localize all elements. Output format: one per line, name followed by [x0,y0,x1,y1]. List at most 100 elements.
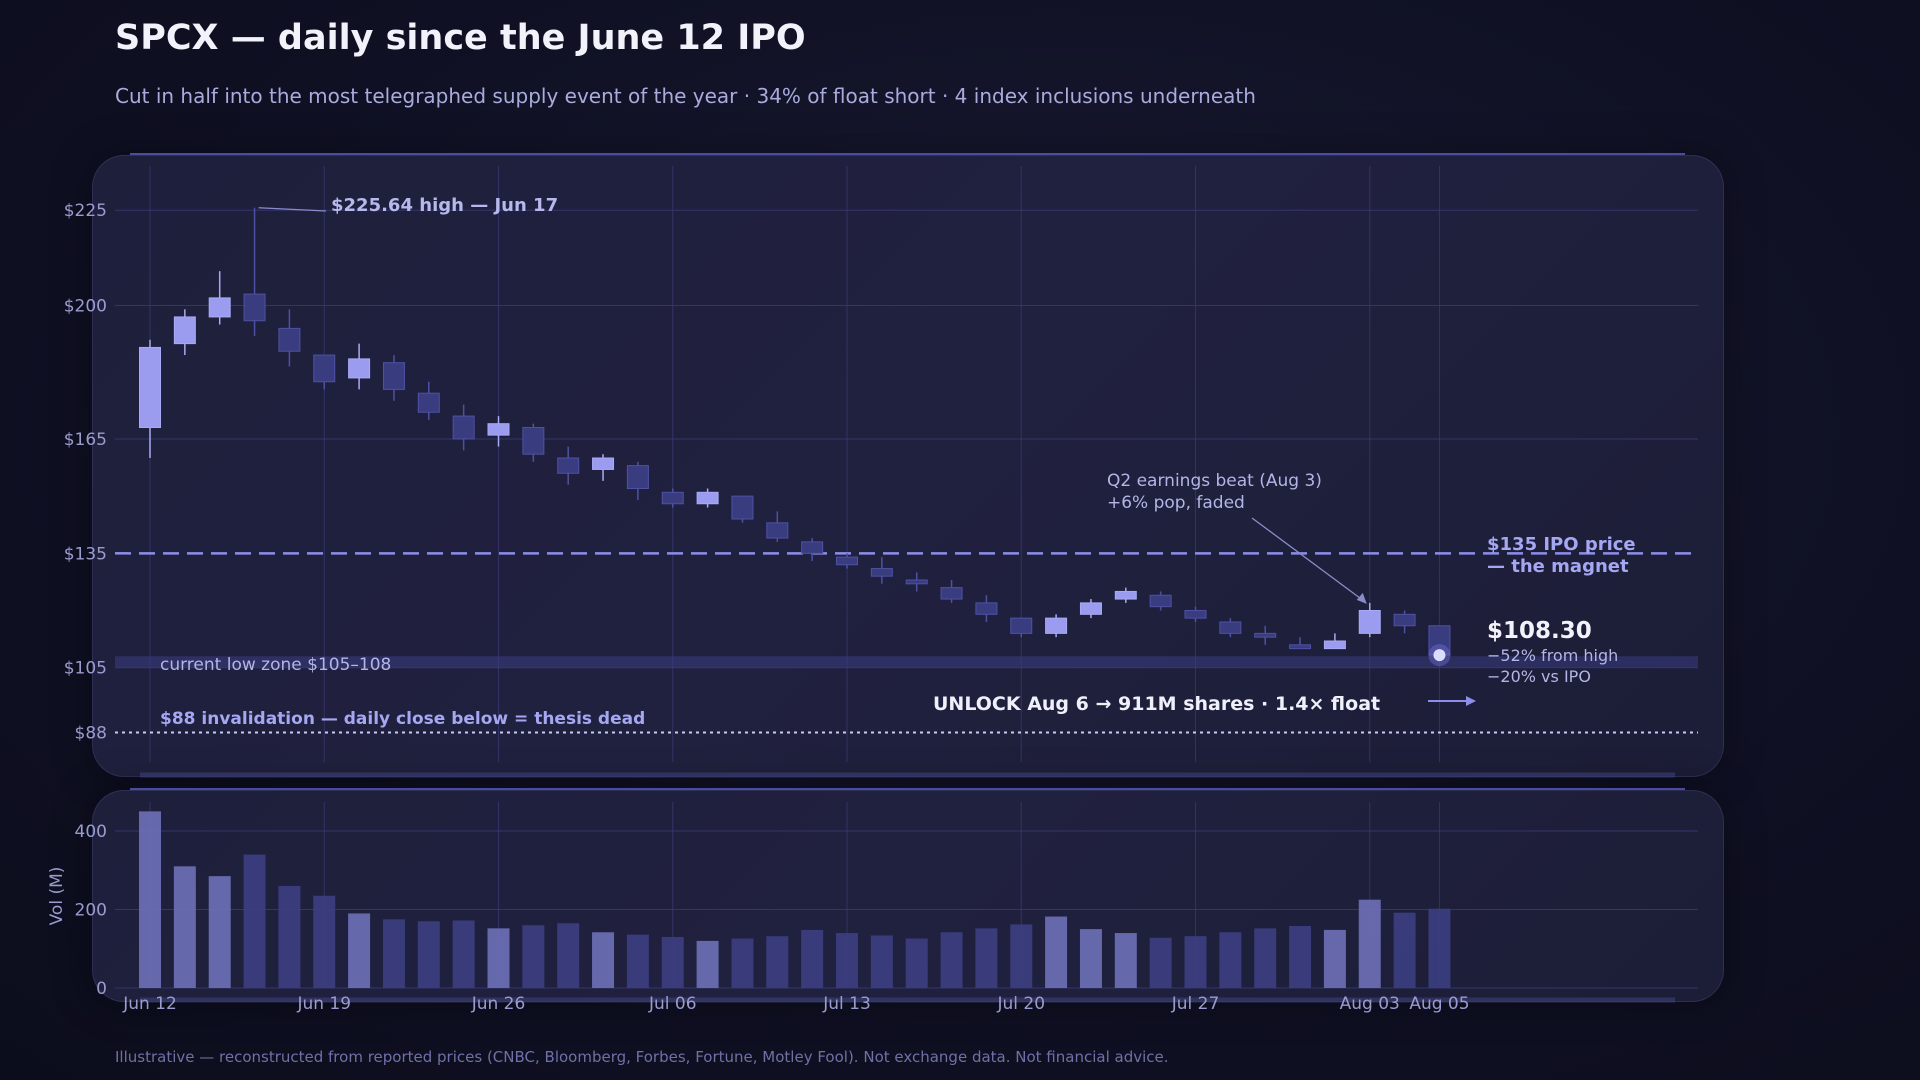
candle-body [1219,621,1242,634]
x-tick-label: Jul 13 [822,994,871,1014]
candle-body [1010,617,1033,634]
volume-y-tick: 400 [75,822,107,842]
x-tick-label: Jul 27 [1171,994,1220,1014]
volume-bar [1149,937,1172,988]
candle-body [243,293,266,322]
chart-subtitle: Cut in half into the most telegraphed su… [115,84,1256,108]
high-annotation-leader [258,207,327,212]
volume-bar [382,919,405,988]
x-tick-label: Jun 12 [122,994,177,1014]
volume-bar [1184,936,1207,988]
volume-bar [557,923,580,988]
price-y-tick: $135 [64,544,107,564]
low-zone-band [115,656,1698,668]
chart-title: SPCX — daily since the June 12 IPO [115,18,806,58]
x-tick-label: Aug 05 [1409,994,1469,1014]
low-zone-label: current low zone $105–108 [160,655,391,675]
candle-body [626,465,649,489]
candle-body [1323,640,1346,650]
last-price-dot [1433,649,1446,662]
candle-body [348,358,371,379]
volume-bar [1045,916,1068,988]
candle-body [731,495,754,520]
volume-bar [522,925,545,988]
volume-bar [417,921,440,988]
volume-bar [313,895,336,988]
x-tick-label: Jun 19 [296,994,351,1014]
candle-body [696,491,719,505]
invalidation-label: $88 invalidation — daily close below = t… [160,709,645,729]
candle-body [870,568,893,577]
volume-bar [836,933,858,988]
candle-body [557,457,580,474]
candle-body [382,362,405,390]
volume-bar [348,913,371,988]
candle-body [801,541,824,554]
candle-body [1358,610,1381,634]
x-tick-label: Aug 03 [1340,994,1400,1014]
volume-bar [1254,928,1277,988]
price-y-tick: $165 [64,430,107,450]
from-high-label: −52% from high [1487,646,1618,665]
candle-body [1079,602,1102,615]
volume-bar [801,929,824,988]
volume-y-tick: 200 [75,901,107,921]
volume-bar [592,932,615,988]
volume-bar [1323,929,1346,988]
candle-body [592,457,615,470]
candle-body [1254,632,1277,638]
volume-bar [940,932,963,988]
last-price-label: $108.30 [1487,618,1592,644]
volume-bar [1079,929,1102,988]
volume-bar [452,920,475,988]
candle-body [313,354,336,383]
volume-bar [905,938,928,988]
candle-body [208,297,231,318]
candle-body [1184,610,1207,619]
candle-body [836,556,858,566]
candle-body [1114,590,1137,600]
earnings-annotation-line2: +6% pop, faded [1107,493,1245,513]
candle-body [975,602,998,615]
volume-bar [243,854,266,988]
candle-body [1149,594,1172,608]
x-tick-label: Jul 06 [648,994,697,1014]
volume-bar [1358,899,1381,988]
earnings-arrow-head [1356,592,1367,604]
volume-bar [173,866,196,988]
candle-body [766,522,789,539]
volume-bar [1428,908,1451,988]
x-tick-label: Jun 26 [471,994,526,1014]
volume-bar [1393,912,1416,988]
volume-bar [661,936,684,988]
price-y-tick: $88 [75,724,107,744]
candle-body [417,392,440,413]
candle-body [940,587,963,600]
candle-body [278,327,301,352]
footer-note: Illustrative — reconstructed from report… [115,1048,1169,1066]
ipo-label-line2: — the magnet [1487,556,1629,577]
volume-bar [278,885,301,988]
price-y-tick: $225 [64,201,107,221]
candle-body [487,423,510,436]
volume-bar [696,940,719,988]
volume-bar [626,934,649,988]
candle-body [522,427,545,455]
vs-ipo-label: −20% vs IPO [1487,667,1591,686]
volume-bar [766,936,789,988]
volume-bar [208,876,231,988]
ipo-label-line1: $135 IPO price [1487,534,1636,555]
volume-bar [1289,925,1312,988]
candle-body [661,491,684,505]
price-y-tick: $200 [64,297,107,317]
volume-bar [975,928,998,988]
volume-bar [870,935,893,988]
volume-bar [487,928,510,988]
unlock-arrow-head [1466,696,1476,706]
unlock-label: UNLOCK Aug 6 → 911M shares · 1.4× float [933,693,1380,715]
volume-bar [139,811,161,988]
candle-body [1045,617,1068,634]
volume-bar [1114,933,1137,988]
volume-y-label: Vol (M) [47,867,67,926]
